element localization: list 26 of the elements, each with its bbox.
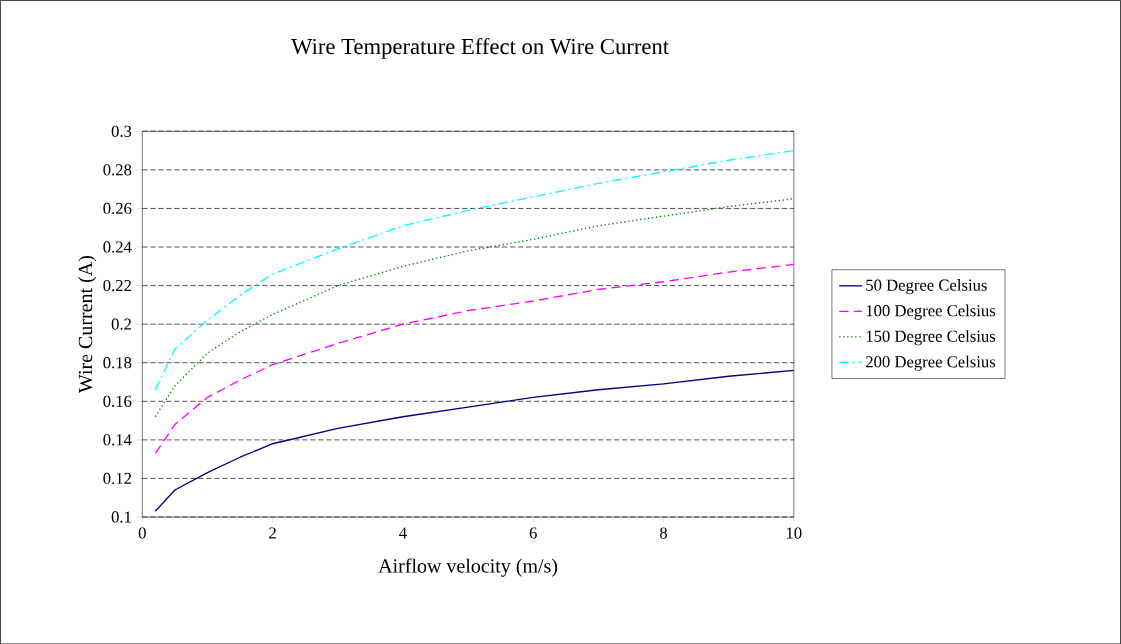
chart-title: Wire Temperature Effect on Wire Current	[291, 37, 669, 59]
legend-label: 200 Degree Celsius	[866, 355, 996, 371]
y-tick-label: 0.3	[111, 125, 132, 137]
x-tick-label: 10	[786, 527, 802, 539]
legend-label: 100 Degree Celsius	[866, 304, 996, 320]
y-tick-label: 0.2	[111, 318, 131, 330]
y-tick-label: 0.1	[111, 511, 131, 523]
y-tick-label: 0.28	[103, 164, 132, 176]
y-tick-label: 0.14	[103, 434, 132, 446]
x-axis-title: Airflow velocity (m/s)	[378, 558, 558, 577]
y-tick-label: 0.12	[103, 472, 131, 484]
y-tick-label: 0.22	[103, 279, 131, 292]
x-tick-label: 8	[659, 527, 668, 539]
y-tick-label: 0.16	[103, 395, 132, 407]
y-tick-label: 0.18	[103, 356, 132, 369]
y-tick-label: 0.26	[103, 202, 132, 214]
line-series	[154, 263, 794, 454]
x-tick-label: 6	[529, 527, 537, 539]
x-tick-label: 0	[138, 527, 146, 539]
legend-label: 50 Degree Celsius	[866, 278, 987, 295]
x-tick-label: 4	[399, 527, 407, 539]
y-axis-title: Wire Current (A)	[78, 255, 97, 393]
x-tick-label: 2	[269, 527, 276, 539]
line-series	[154, 369, 794, 512]
y-tick-label: 0.24	[103, 241, 132, 253]
legend-label: 150 Degree Celsius	[866, 330, 996, 346]
